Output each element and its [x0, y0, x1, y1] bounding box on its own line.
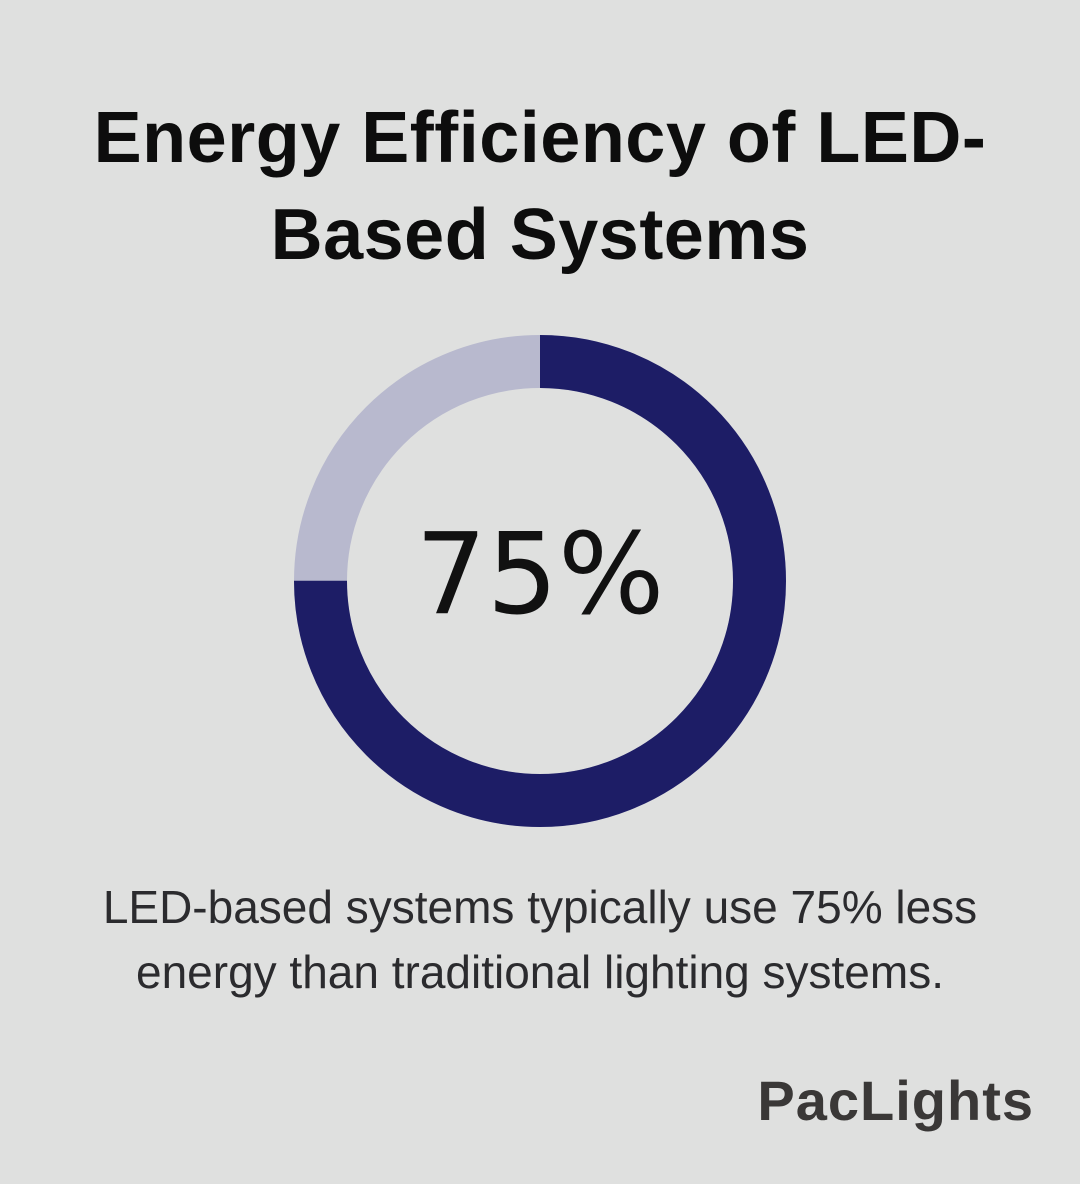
- page-title-line-1: Energy Efficiency of LED-: [93, 98, 987, 178]
- donut-center-label: 75%: [415, 510, 665, 640]
- page-title-line-2: Based Systems: [270, 195, 810, 275]
- chart-caption: LED-based systems typically use 75% less…: [0, 875, 1080, 1005]
- donut-chart: 75%: [294, 335, 786, 827]
- brand-logo: PacLights: [757, 1069, 1034, 1132]
- chart-caption-line-1: LED-based systems typically use 75% less: [102, 881, 978, 933]
- page-title: Energy Efficiency of LED- Based Systems: [0, 90, 1080, 284]
- chart-caption-line-2: energy than traditional lighting systems…: [136, 946, 944, 998]
- donut-chart-svg: [294, 335, 786, 827]
- donut-value-segment: [294, 335, 786, 827]
